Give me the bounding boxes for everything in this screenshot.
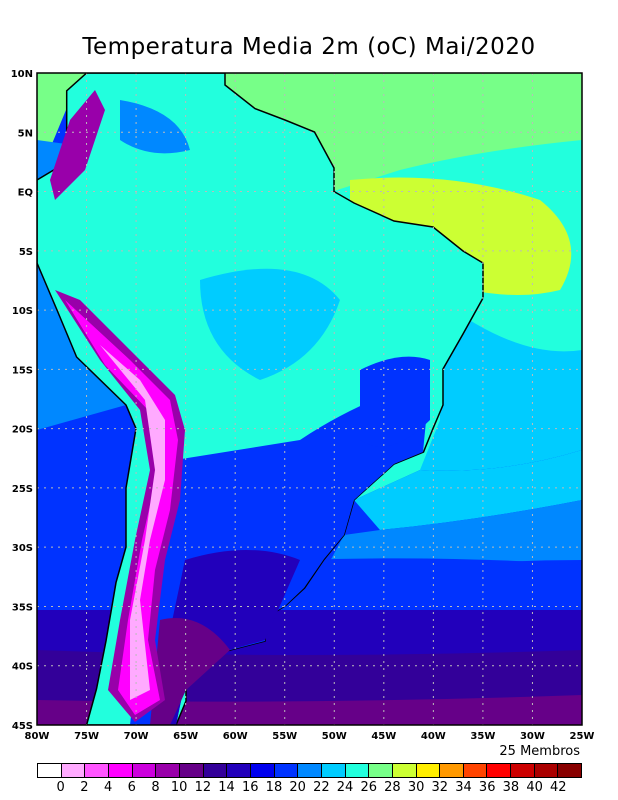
legend-swatch [487, 764, 512, 777]
lat-tick-label: 15S [12, 365, 33, 376]
legend-label: 30 [407, 780, 425, 795]
lon-tick-label: 65W [173, 731, 198, 742]
legend-label: 2 [80, 780, 89, 795]
central-brazil-patch [200, 268, 340, 380]
members-count: 25 Membros [499, 744, 580, 759]
legend-swatch [416, 764, 441, 777]
legend-label: 18 [265, 780, 283, 795]
legend-label: 36 [478, 780, 496, 795]
legend-swatch [558, 764, 582, 777]
legend-swatch [345, 764, 370, 777]
legend-swatch [227, 764, 251, 777]
lat-tick-label: EQ [18, 188, 33, 199]
lon-tick-label: 70W [124, 731, 149, 742]
lon-tick-label: 50W [322, 731, 347, 742]
warm-pool [350, 177, 572, 295]
equatorial-atlantic-band [200, 73, 582, 191]
southeast-brazil-cool-patch [360, 356, 430, 447]
lat-tick-label: 45S [12, 721, 33, 732]
lat-tick-label: 5N [18, 128, 33, 139]
legend-swatch [321, 764, 346, 777]
lon-tick-label: 80W [25, 731, 50, 742]
andes-north [50, 90, 105, 200]
legend-label: 20 [289, 780, 306, 795]
legend-label: 34 [455, 780, 472, 795]
lon-tick-label: 35W [470, 731, 495, 742]
lat-tick-label: 40S [12, 662, 33, 673]
legend-swatch [298, 764, 322, 777]
legend-label: 32 [431, 780, 449, 795]
patagonia-cold-patch [150, 618, 230, 725]
legend-swatch [440, 764, 464, 777]
legend-label: 0 [56, 780, 65, 795]
legend-swatch [463, 764, 488, 777]
legend-label: 38 [502, 780, 520, 795]
legend-label: 12 [194, 780, 212, 795]
pacific-band-22 [37, 240, 126, 430]
legend-labels: 0 2 4 6 8 10 12 14 16 18 20 22 24 26 28 30 32 34 36 38 40 42 [37, 780, 582, 796]
map-field [37, 73, 582, 725]
legend-label: 6 [127, 780, 136, 795]
pacific-north [37, 73, 130, 180]
legend-label: 10 [170, 780, 188, 795]
legend-swatch [179, 764, 204, 777]
legend-swatch [274, 764, 299, 777]
map-frame [36, 72, 583, 726]
argentina-cool-patch [150, 550, 300, 725]
legend-label: 42 [550, 780, 567, 795]
lon-tick-label: 25W [570, 731, 595, 742]
legend-label: 24 [336, 780, 354, 795]
lat-tick-label: 20S [12, 425, 33, 436]
legend-label: 16 [241, 780, 259, 795]
legend-swatch [85, 764, 109, 777]
atlantic-band-24 [420, 300, 582, 471]
lon-tick-label: 60W [223, 731, 248, 742]
legend-swatch [511, 764, 535, 777]
legend-label: 26 [360, 780, 378, 795]
lat-tick-label: 35S [12, 602, 33, 613]
legend-swatch [369, 764, 393, 777]
lat-tick-label: 5S [19, 247, 33, 258]
legend-label: 4 [103, 780, 113, 795]
lat-tick-label: 10S [12, 306, 33, 317]
legend-label: 40 [526, 780, 543, 795]
legend-label: 8 [151, 780, 160, 795]
lon-tick-label: 75W [74, 731, 99, 742]
legend-swatch [203, 764, 228, 777]
andes-coldest [100, 345, 165, 700]
lat-tick-label: 30S [12, 543, 33, 554]
legend-swatch [156, 764, 180, 777]
lon-tick-label: 30W [520, 731, 545, 742]
legend-swatch [38, 764, 62, 777]
venezuela-cool-patch [120, 100, 190, 154]
legend-label: 28 [384, 780, 401, 795]
legend-label: 22 [313, 780, 330, 795]
legend-swatch [108, 764, 133, 777]
legend-swatch [132, 764, 157, 777]
legend-swatch [392, 764, 417, 777]
lat-tick-label: 10N [11, 69, 33, 80]
lon-tick-label: 45W [371, 731, 396, 742]
legend-label: 14 [218, 780, 235, 795]
lon-tick-label: 40W [421, 731, 446, 742]
color-legend [37, 763, 582, 778]
lon-tick-label: 55W [272, 731, 297, 742]
legend-swatch [534, 764, 559, 777]
legend-swatch [250, 764, 275, 777]
lat-tick-label: 25S [12, 484, 33, 495]
map-title: Temperatura Media 2m (oC) Mai/2020 [82, 34, 536, 60]
legend-swatch [61, 764, 86, 777]
pacific-equatorial-patch [37, 140, 66, 180]
atlantic-band-24-south [354, 450, 582, 530]
